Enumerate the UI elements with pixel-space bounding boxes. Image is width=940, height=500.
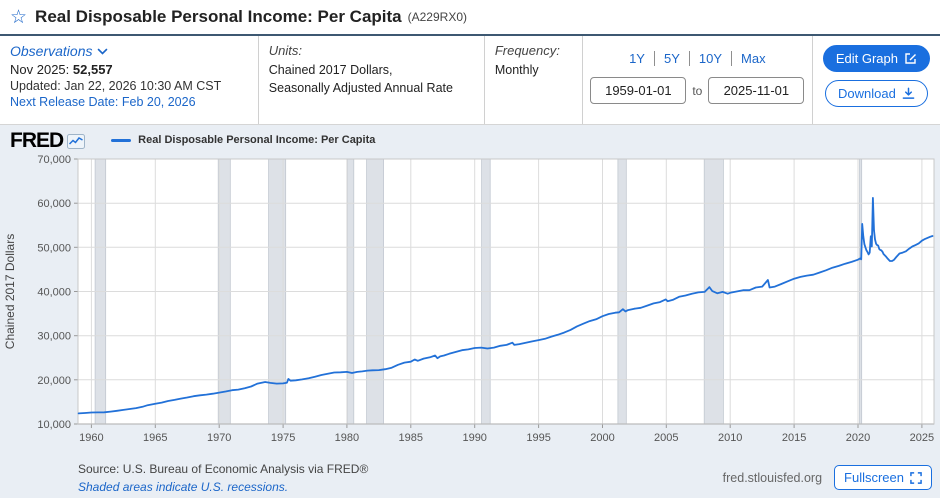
date-to-label: to — [692, 83, 703, 98]
svg-text:20,000: 20,000 — [37, 375, 71, 387]
preset-max[interactable]: Max — [741, 51, 766, 66]
meta-row: Observations Nov 2025: 52,557 Updated: J… — [0, 36, 940, 125]
svg-text:1990: 1990 — [462, 432, 486, 444]
observations-section: Observations Nov 2025: 52,557 Updated: J… — [0, 36, 259, 124]
next-release-link[interactable]: Next Release Date: Feb 20, 2026 — [10, 95, 196, 109]
page-title: Real Disposable Personal Income: Per Cap… — [35, 7, 402, 26]
fred-logo[interactable]: FRED — [10, 128, 64, 152]
fullscreen-label: Fullscreen — [844, 470, 904, 485]
svg-text:2020: 2020 — [846, 432, 870, 444]
legend: Real Disposable Personal Income: Per Cap… — [111, 134, 375, 146]
observations-label: Observations — [10, 43, 93, 59]
download-label: Download — [838, 86, 896, 101]
site-url: fred.stlouisfed.org — [722, 470, 823, 485]
favorite-star-icon[interactable]: ☆ — [10, 6, 28, 28]
frequency-label: Frequency: — [494, 43, 560, 58]
download-button[interactable]: Download — [825, 80, 928, 107]
latest-value: 52,557 — [72, 62, 113, 77]
updated-timestamp: Updated: Jan 22, 2026 10:30 AM CST — [10, 79, 222, 93]
units-line1: Chained 2017 Dollars, — [268, 63, 393, 77]
latest-observation: Nov 2025: 52,557 — [10, 62, 113, 77]
edit-icon — [905, 53, 916, 64]
units-line2: Seasonally Adjusted Annual Rate — [268, 81, 453, 96]
svg-text:Chained 2017 Dollars: Chained 2017 Dollars — [3, 234, 17, 349]
svg-text:30,000: 30,000 — [37, 331, 71, 343]
chart-header: FRED Real Disposable Personal Income: Pe… — [0, 125, 940, 151]
svg-text:2000: 2000 — [590, 432, 614, 444]
frequency-value: Monthly — [494, 63, 539, 77]
legend-label: Real Disposable Personal Income: Per Cap… — [138, 134, 376, 146]
chart-footer-right: fred.stlouisfed.org Fullscreen — [723, 465, 932, 490]
units-section: Units: Chained 2017 Dollars, Seasonally … — [259, 36, 485, 124]
preset-divider — [653, 51, 655, 66]
source-block: Source: U.S. Bureau of Economic Analysis… — [78, 460, 940, 496]
edit-graph-label: Edit Graph — [835, 51, 898, 66]
svg-text:2005: 2005 — [654, 432, 678, 444]
preset-10y[interactable]: 10Y — [698, 51, 723, 66]
preset-divider — [688, 51, 690, 66]
preset-5y[interactable]: 5Y — [663, 51, 680, 66]
units-label: Units: — [268, 43, 303, 58]
date-range-section: 1Y 5Y 10Y Max to — [583, 36, 813, 124]
range-presets: 1Y 5Y 10Y Max — [629, 51, 766, 66]
frequency-section: Frequency: Monthly — [485, 36, 583, 124]
date-end-input[interactable] — [708, 77, 805, 104]
svg-text:40,000: 40,000 — [37, 287, 71, 299]
svg-text:2010: 2010 — [718, 432, 742, 444]
svg-text:70,000: 70,000 — [37, 154, 71, 166]
title-bar: ☆ Real Disposable Personal Income: Per C… — [0, 0, 940, 36]
preset-1y[interactable]: 1Y — [629, 51, 645, 66]
date-start-input[interactable] — [590, 77, 687, 104]
svg-text:1995: 1995 — [526, 432, 550, 444]
series-id: (A229RX0) — [407, 10, 467, 24]
svg-text:50,000: 50,000 — [37, 242, 71, 254]
svg-text:1960: 1960 — [79, 432, 103, 444]
chevron-down-icon — [98, 48, 108, 55]
edit-graph-button[interactable]: Edit Graph — [822, 45, 930, 72]
date-row: to — [590, 77, 805, 104]
svg-text:2015: 2015 — [782, 432, 806, 444]
svg-text:1975: 1975 — [271, 432, 295, 444]
svg-text:1970: 1970 — [207, 432, 231, 444]
observations-dropdown[interactable]: Observations — [10, 43, 108, 59]
recession-note-link[interactable]: Shaded areas indicate U.S. recessions. — [78, 480, 289, 494]
fullscreen-button[interactable]: Fullscreen — [834, 465, 932, 490]
svg-text:1965: 1965 — [143, 432, 167, 444]
chart-section: FRED Real Disposable Personal Income: Pe… — [0, 125, 940, 498]
source-text: Source: U.S. Bureau of Economic Analysis… — [78, 462, 369, 476]
actions-section: Edit Graph Download — [813, 36, 940, 124]
svg-text:2025: 2025 — [910, 432, 934, 444]
svg-text:1985: 1985 — [399, 432, 423, 444]
svg-text:60,000: 60,000 — [37, 198, 71, 210]
svg-text:10,000: 10,000 — [37, 419, 71, 431]
download-icon — [902, 87, 915, 99]
svg-text:1980: 1980 — [335, 432, 359, 444]
fred-sparkline-icon — [67, 133, 86, 149]
preset-divider — [731, 51, 733, 66]
time-series-plot[interactable]: 1960 1965 1970 1975 1980 1985 1990 1995 2000 2005… — [0, 151, 940, 453]
fullscreen-icon — [910, 471, 922, 484]
legend-line-swatch — [111, 138, 132, 142]
